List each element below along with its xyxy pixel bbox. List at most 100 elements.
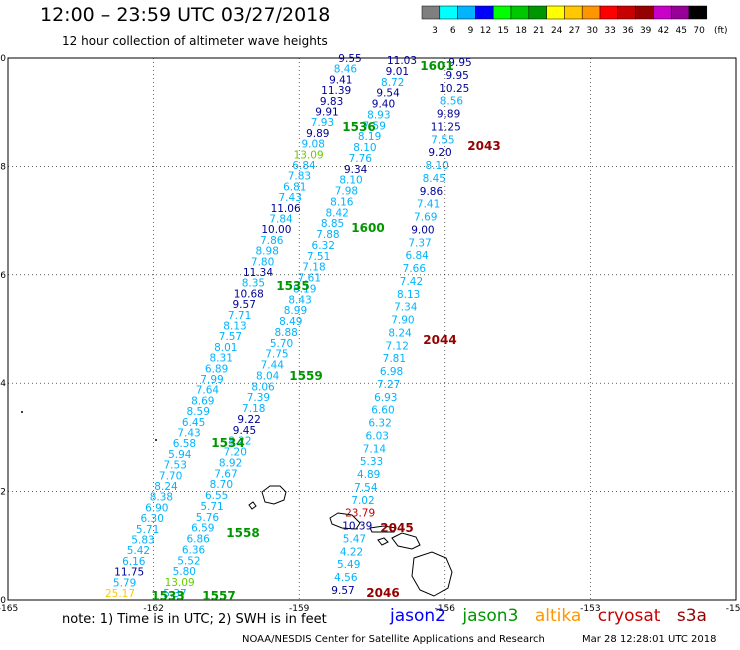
legend-unit: (ft) bbox=[714, 26, 728, 36]
swh-value-label: 7.70 bbox=[159, 470, 182, 482]
island-lanai bbox=[377, 537, 389, 546]
swh-value-label: 8.69 bbox=[191, 395, 214, 407]
swh-value-label: 11.34 bbox=[243, 267, 273, 279]
swh-value-label: 7.66 bbox=[403, 263, 427, 275]
swh-value-label: 8.10 bbox=[353, 142, 376, 154]
swh-value-label: 8.01 bbox=[214, 342, 237, 354]
swh-value-label: 6.60 bbox=[371, 405, 394, 417]
swh-value-label: 8.22 bbox=[228, 436, 251, 448]
swh-value-label: 7.43 bbox=[279, 192, 302, 204]
swh-value-label: 8.13 bbox=[397, 289, 420, 301]
swh-value-label: 8.31 bbox=[210, 353, 233, 365]
chart-title: 12:00 – 23:59 UTC 03/27/2018 bbox=[40, 4, 331, 26]
swh-value-label: 10.39 bbox=[342, 521, 372, 533]
swh-value-label: 8.56 bbox=[440, 96, 464, 108]
island-maui bbox=[391, 532, 421, 550]
swh-value-label: 5.76 bbox=[196, 512, 220, 524]
pass-time-label: 1535 bbox=[276, 279, 309, 293]
swh-value-label: 8.24 bbox=[388, 327, 412, 339]
swh-value-label: 7.69 bbox=[414, 212, 437, 224]
swh-value-label: 7.34 bbox=[394, 302, 418, 314]
swh-value-label: 6.45 bbox=[182, 417, 205, 429]
swh-value-label: 7.54 bbox=[354, 482, 378, 494]
swh-value-label: 8.04 bbox=[256, 370, 280, 382]
island-oahu bbox=[329, 512, 361, 530]
lon-tick-label: -165 bbox=[0, 604, 18, 614]
swh-value-label: 8.13 bbox=[223, 321, 246, 333]
legend-label: 6 bbox=[450, 26, 456, 36]
swh-value-label: 8.35 bbox=[242, 278, 265, 290]
satellite-label-jason3: jason3 bbox=[462, 606, 519, 626]
swh-value-label: 11.03 bbox=[387, 55, 417, 67]
legend-label: 18 bbox=[515, 26, 527, 36]
legend-label: 30 bbox=[587, 26, 599, 36]
swh-value-label: 5.70 bbox=[270, 338, 293, 350]
swh-value-label: 6.84 bbox=[292, 160, 316, 172]
swh-value-label: 8.72 bbox=[381, 77, 404, 89]
swh-value-label: 7.80 bbox=[251, 256, 274, 268]
swh-value-label: 8.59 bbox=[187, 406, 210, 418]
swh-value-label: 7.57 bbox=[219, 331, 242, 343]
swh-value-label: 7.84 bbox=[269, 214, 293, 226]
swh-value-label: 5.47 bbox=[343, 533, 366, 545]
swh-value-label: 4.56 bbox=[334, 572, 358, 584]
swh-value-label: 9.41 bbox=[329, 74, 352, 86]
swh-value-label: 6.98 bbox=[380, 366, 403, 378]
swh-value-label: 6.32 bbox=[368, 418, 391, 430]
swh-value-label: 7.18 bbox=[302, 262, 325, 274]
swh-value-label: 11.06 bbox=[271, 203, 301, 215]
swh-value-label: 7.88 bbox=[316, 229, 339, 241]
legend-label: 24 bbox=[551, 26, 563, 36]
lat-tick-label: 24 bbox=[0, 379, 6, 389]
legend-label: 33 bbox=[604, 26, 615, 36]
swh-value-label: 7.43 bbox=[177, 428, 200, 440]
swh-value-label: 7.14 bbox=[363, 443, 387, 455]
pass-time-label: 2044 bbox=[423, 333, 456, 347]
swh-value-label: 7.75 bbox=[265, 349, 288, 361]
legend-swatch bbox=[688, 5, 708, 20]
legend-label: 3 bbox=[432, 26, 438, 36]
swh-value-label: 9.89 bbox=[306, 128, 329, 140]
swh-value-label: 7.81 bbox=[383, 353, 406, 365]
island-molokai bbox=[369, 525, 397, 533]
swh-value-label: 7.42 bbox=[400, 276, 423, 288]
swh-value-label: 6.55 bbox=[205, 490, 228, 502]
island-kauai bbox=[261, 485, 287, 505]
swh-value-label: 6.89 bbox=[205, 363, 228, 375]
swh-value-label: 10.00 bbox=[261, 224, 291, 236]
swh-value-label: 7.86 bbox=[260, 235, 284, 247]
swh-value-label: 9.54 bbox=[376, 88, 400, 100]
swh-value-label: 7.64 bbox=[196, 385, 220, 397]
swh-value-label: 5.71 bbox=[136, 524, 159, 536]
lat-tick-label: 20 bbox=[0, 596, 6, 606]
lon-tick-label: -150 bbox=[726, 604, 740, 614]
pass-time-label: 1536 bbox=[342, 120, 375, 134]
swh-value-label: 9.89 bbox=[437, 109, 460, 121]
swh-value-label: 5.33 bbox=[360, 456, 383, 468]
swh-value-label: 5.52 bbox=[177, 555, 200, 567]
swh-value-label: 8.88 bbox=[274, 327, 297, 339]
swh-value-label: 8.19 bbox=[293, 283, 316, 295]
swh-value-label: 8.70 bbox=[210, 479, 233, 491]
lat-tick-label: 28 bbox=[0, 162, 6, 172]
swh-value-label: 7.71 bbox=[228, 310, 251, 322]
swh-value-label: 9.08 bbox=[302, 139, 325, 151]
swh-value-label: 4.22 bbox=[340, 546, 363, 558]
swh-value-label: 9.40 bbox=[372, 99, 395, 111]
swh-value-label: 6.36 bbox=[182, 544, 206, 556]
swh-value-label: 9.01 bbox=[386, 66, 409, 78]
swh-value-label: 9.22 bbox=[237, 414, 260, 426]
swh-value-label: 8.98 bbox=[256, 246, 279, 258]
swh-value-label: 6.84 bbox=[405, 250, 429, 262]
swh-value-label: 7.18 bbox=[242, 403, 265, 415]
swh-value-label: 7.37 bbox=[408, 237, 431, 249]
swh-value-label: 8.06 bbox=[251, 381, 275, 393]
swh-value-label: 23.79 bbox=[345, 508, 375, 520]
swh-value-label: 5.42 bbox=[127, 545, 150, 557]
swh-value-label: 7.98 bbox=[335, 186, 358, 198]
swh-value-label: 6.81 bbox=[283, 181, 306, 193]
swh-value-label: 7.02 bbox=[351, 495, 374, 507]
swh-value-label: 25.17 bbox=[105, 588, 135, 600]
satellite-label-cryosat: cryosat bbox=[597, 606, 661, 626]
swh-value-label: 9.20 bbox=[428, 147, 451, 159]
